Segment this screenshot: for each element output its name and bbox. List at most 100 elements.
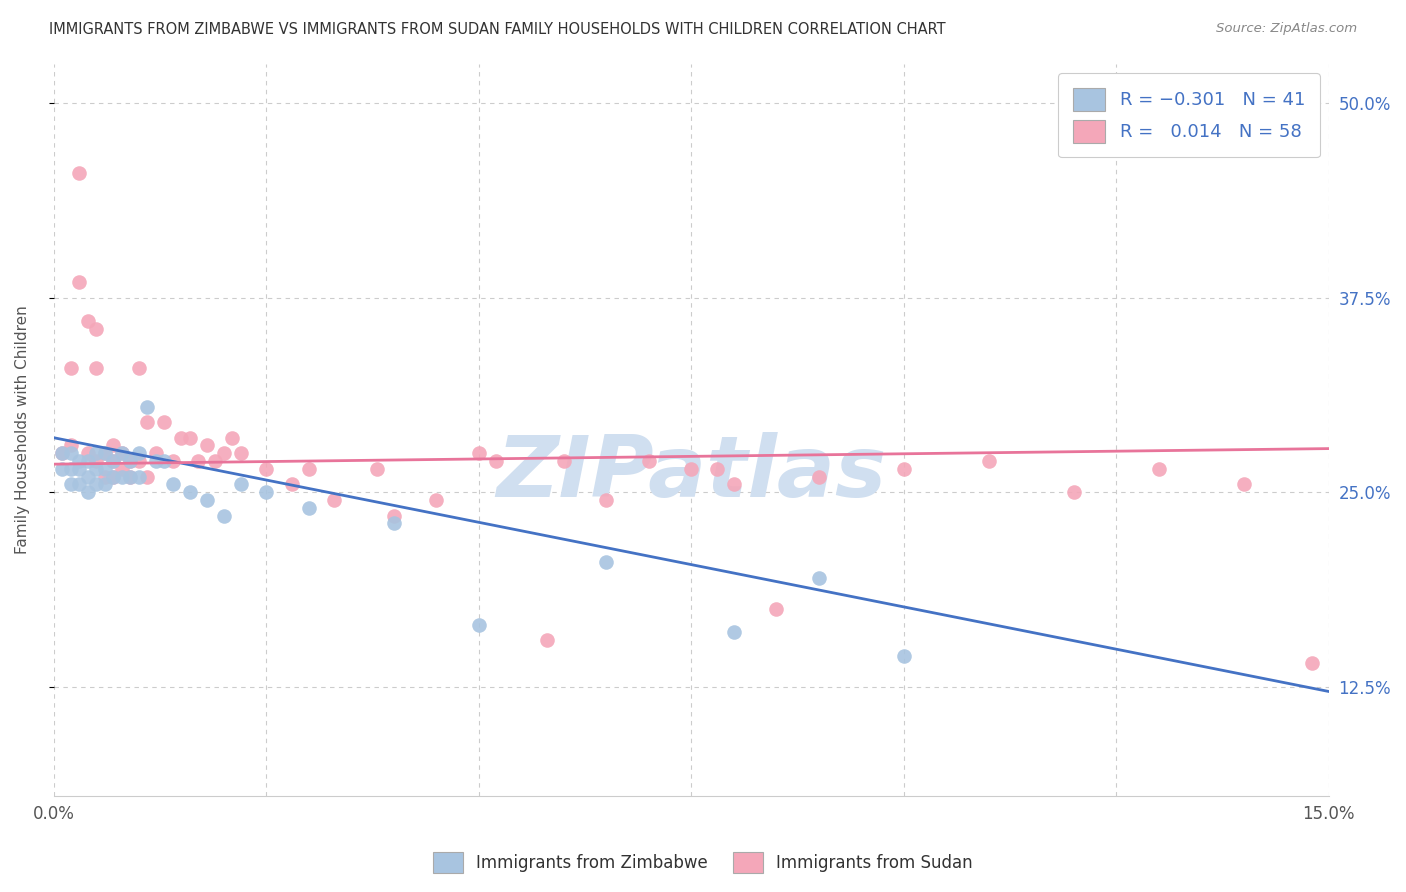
Point xyxy=(101,469,124,483)
Text: ZIPatlas: ZIPatlas xyxy=(496,433,886,516)
Point xyxy=(101,454,124,468)
Point xyxy=(76,446,98,460)
Point xyxy=(67,454,90,468)
Point xyxy=(93,446,115,460)
Point xyxy=(59,477,82,491)
Point xyxy=(298,500,321,515)
Point xyxy=(1301,657,1323,671)
Point xyxy=(162,454,184,468)
Point xyxy=(110,469,132,483)
Point xyxy=(59,462,82,476)
Point xyxy=(212,508,235,523)
Point xyxy=(67,166,90,180)
Point xyxy=(637,454,659,468)
Point xyxy=(893,462,915,476)
Point xyxy=(254,485,277,500)
Point xyxy=(110,462,132,476)
Point xyxy=(212,446,235,460)
Point xyxy=(93,446,115,460)
Point xyxy=(153,454,176,468)
Point xyxy=(84,360,107,375)
Point xyxy=(153,415,176,429)
Point xyxy=(221,431,243,445)
Point xyxy=(120,454,142,468)
Y-axis label: Family Households with Children: Family Households with Children xyxy=(15,306,30,554)
Point xyxy=(536,633,558,648)
Point xyxy=(893,648,915,663)
Point xyxy=(485,454,508,468)
Point xyxy=(128,360,150,375)
Point xyxy=(195,438,218,452)
Point xyxy=(51,446,73,460)
Point xyxy=(323,492,346,507)
Point xyxy=(382,508,405,523)
Point xyxy=(706,462,728,476)
Legend: Immigrants from Zimbabwe, Immigrants from Sudan: Immigrants from Zimbabwe, Immigrants fro… xyxy=(426,846,980,880)
Point xyxy=(93,462,115,476)
Point xyxy=(229,446,252,460)
Point xyxy=(101,438,124,452)
Point xyxy=(425,492,447,507)
Point xyxy=(59,360,82,375)
Text: IMMIGRANTS FROM ZIMBABWE VS IMMIGRANTS FROM SUDAN FAMILY HOUSEHOLDS WITH CHILDRE: IMMIGRANTS FROM ZIMBABWE VS IMMIGRANTS F… xyxy=(49,22,946,37)
Point xyxy=(67,462,90,476)
Legend: R = −0.301   N = 41, R =   0.014   N = 58: R = −0.301 N = 41, R = 0.014 N = 58 xyxy=(1059,73,1320,157)
Point xyxy=(298,462,321,476)
Point xyxy=(101,454,124,468)
Point xyxy=(59,446,82,460)
Point xyxy=(1147,462,1170,476)
Point xyxy=(179,431,201,445)
Point xyxy=(84,477,107,491)
Point xyxy=(204,454,226,468)
Point xyxy=(128,446,150,460)
Point xyxy=(120,469,142,483)
Point xyxy=(681,462,703,476)
Point xyxy=(76,314,98,328)
Point xyxy=(84,322,107,336)
Point xyxy=(595,492,617,507)
Point xyxy=(76,485,98,500)
Point xyxy=(128,469,150,483)
Point xyxy=(366,462,388,476)
Point xyxy=(128,454,150,468)
Point xyxy=(280,477,302,491)
Point xyxy=(120,454,142,468)
Point xyxy=(84,462,107,476)
Point xyxy=(93,477,115,491)
Point xyxy=(162,477,184,491)
Point xyxy=(195,492,218,507)
Point xyxy=(145,446,167,460)
Point xyxy=(110,446,132,460)
Point xyxy=(76,454,98,468)
Point xyxy=(977,454,1000,468)
Point xyxy=(51,446,73,460)
Point xyxy=(136,415,159,429)
Point xyxy=(101,469,124,483)
Point xyxy=(254,462,277,476)
Point xyxy=(187,454,209,468)
Point xyxy=(595,555,617,569)
Point xyxy=(67,477,90,491)
Point xyxy=(1063,485,1085,500)
Point xyxy=(110,446,132,460)
Point xyxy=(807,571,830,585)
Point xyxy=(723,477,745,491)
Point xyxy=(765,602,787,616)
Point xyxy=(179,485,201,500)
Point xyxy=(76,469,98,483)
Point xyxy=(84,454,107,468)
Point xyxy=(145,454,167,468)
Point xyxy=(84,446,107,460)
Point xyxy=(93,469,115,483)
Point xyxy=(467,617,489,632)
Text: Source: ZipAtlas.com: Source: ZipAtlas.com xyxy=(1216,22,1357,36)
Point xyxy=(136,469,159,483)
Point xyxy=(67,275,90,289)
Point xyxy=(1233,477,1256,491)
Point xyxy=(382,516,405,531)
Point xyxy=(136,400,159,414)
Point xyxy=(807,469,830,483)
Point xyxy=(229,477,252,491)
Point xyxy=(467,446,489,460)
Point xyxy=(170,431,193,445)
